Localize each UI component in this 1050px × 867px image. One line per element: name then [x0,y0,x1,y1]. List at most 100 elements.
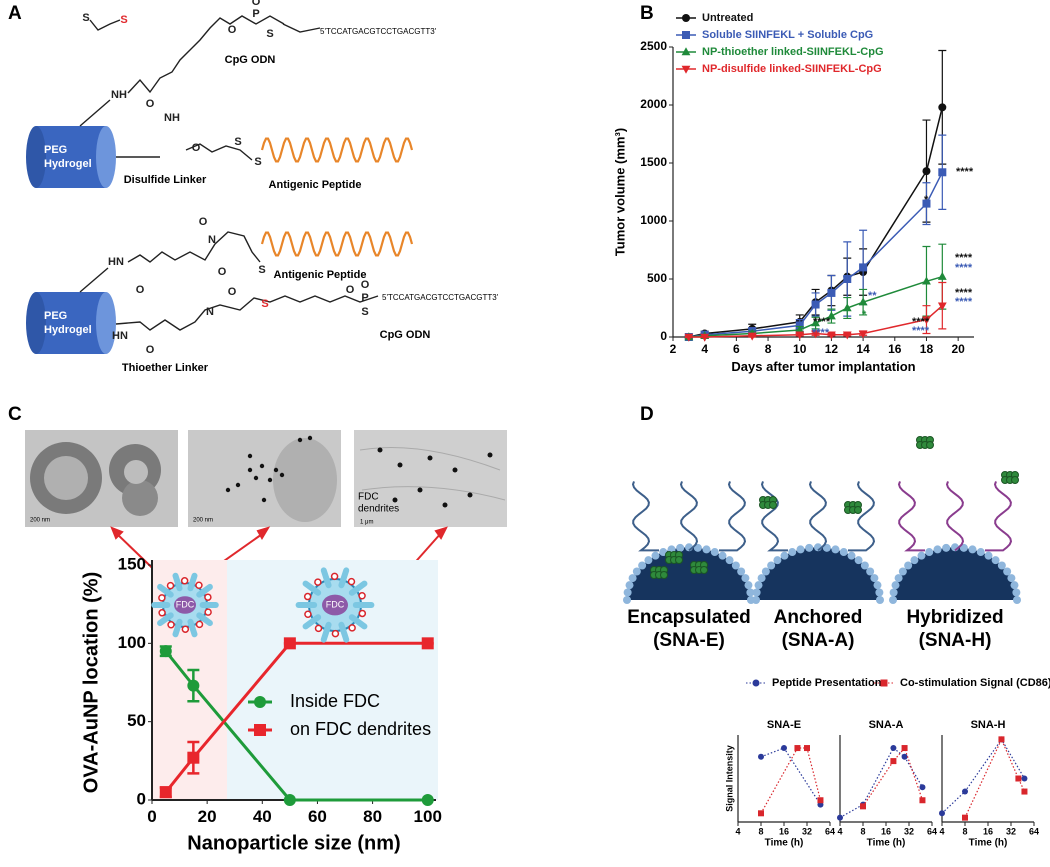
x-axis-label: Time (h) [765,838,804,849]
marker [682,14,690,22]
peptide-label: Antigenic Peptide [269,179,362,191]
particle-core [893,547,1017,600]
lipid [1013,596,1021,604]
y-tick-label: 2500 [640,39,667,53]
x-tick-label: 8 [765,342,772,356]
marker [939,810,945,817]
x-axis-label: Days after tumor implantation [731,359,915,374]
lipid [984,551,993,560]
legend-label: on FDC dendrites [290,719,431,739]
lipid [702,545,711,554]
x-tick-label: 8 [962,826,967,836]
x-tick-label: 64 [825,826,835,836]
series-line [688,305,943,338]
annotation: **** [955,287,973,299]
marker [890,745,897,752]
gold-dot [235,482,241,488]
marker [700,333,710,342]
gold-dot [427,455,433,461]
dendrite [338,567,350,589]
y-tick-label: 0 [137,789,146,808]
gold-dot [392,497,398,503]
lipid [623,588,632,597]
marker [922,199,931,208]
gold-dot [247,453,253,459]
lipid [767,561,776,570]
atom-label: P [361,292,368,304]
hydrogel-label: Hydrogel [44,158,92,170]
x-axis-label: Nanoparticle size (nm) [187,832,400,854]
lipid [959,543,968,552]
particle [348,624,356,632]
gold-dot [417,487,423,493]
atom-label: HN [108,256,124,268]
marker [860,803,866,810]
dendrite [338,621,350,643]
particle [158,594,166,602]
particle [304,610,312,618]
marker [811,300,820,309]
lipid [761,567,770,576]
chem-bonds [79,15,379,331]
series-line [760,747,822,805]
atom-label: N [208,234,216,246]
annotation: **** [912,316,930,328]
lipid [752,596,760,604]
lipid [925,548,934,557]
x-tick-label: 20 [198,807,217,826]
dna-strand [679,481,699,552]
lipid [933,545,942,554]
x-tick-label: 60 [308,807,327,826]
marker [804,745,810,752]
lipid [1003,567,1012,576]
lipid [847,551,856,560]
marker [858,297,868,306]
tem-images [25,430,507,527]
lipid [744,581,753,590]
marker [859,263,868,272]
nanoparticles [623,436,1021,604]
lipid [968,545,977,554]
particle-label: Encapsulated [627,607,751,628]
lipid [625,581,634,590]
annotation: **** [955,296,973,308]
marker [681,65,691,74]
lipid [741,574,750,583]
lipid [638,561,647,570]
series-line [688,275,943,338]
marker [421,794,434,806]
dna-strand [985,481,1013,552]
marker [938,103,947,112]
x-tick-label: 16 [881,826,891,836]
particle [158,609,166,617]
particle-label: (SNA-E) [653,630,725,651]
x-tick-label: 14 [856,342,870,356]
marker [187,751,200,764]
peptide-label: Antigenic Peptide [274,269,367,281]
series-line [688,171,943,338]
lipid [866,567,875,576]
marker [681,47,691,56]
atom-label: S [254,156,261,168]
marker [1015,775,1022,782]
y-tick-label: 2000 [640,97,667,111]
marker [811,318,820,327]
particle [181,625,190,633]
dna-strand [760,481,788,552]
panel-label: B [640,3,654,24]
atom-label: HN [112,330,128,342]
chart: 4 8 16 32 64 SNA-E Time (h) Signal Intensity [724,719,835,849]
dendrite [157,612,174,627]
dendrite [172,618,183,638]
gold-dot [247,467,253,473]
lipid [632,567,641,576]
cell-label: FDC [176,599,195,609]
x-tick-label: 80 [363,807,382,826]
legend-label: NP-thioether linked-SIINFEKL-CpG [702,46,884,58]
particle [347,577,356,586]
peptide-cluster [926,441,934,449]
particle [195,620,204,629]
marker [937,302,947,311]
x-tick-label: 32 [1006,826,1016,836]
particle-label: (SNA-A) [782,630,855,651]
